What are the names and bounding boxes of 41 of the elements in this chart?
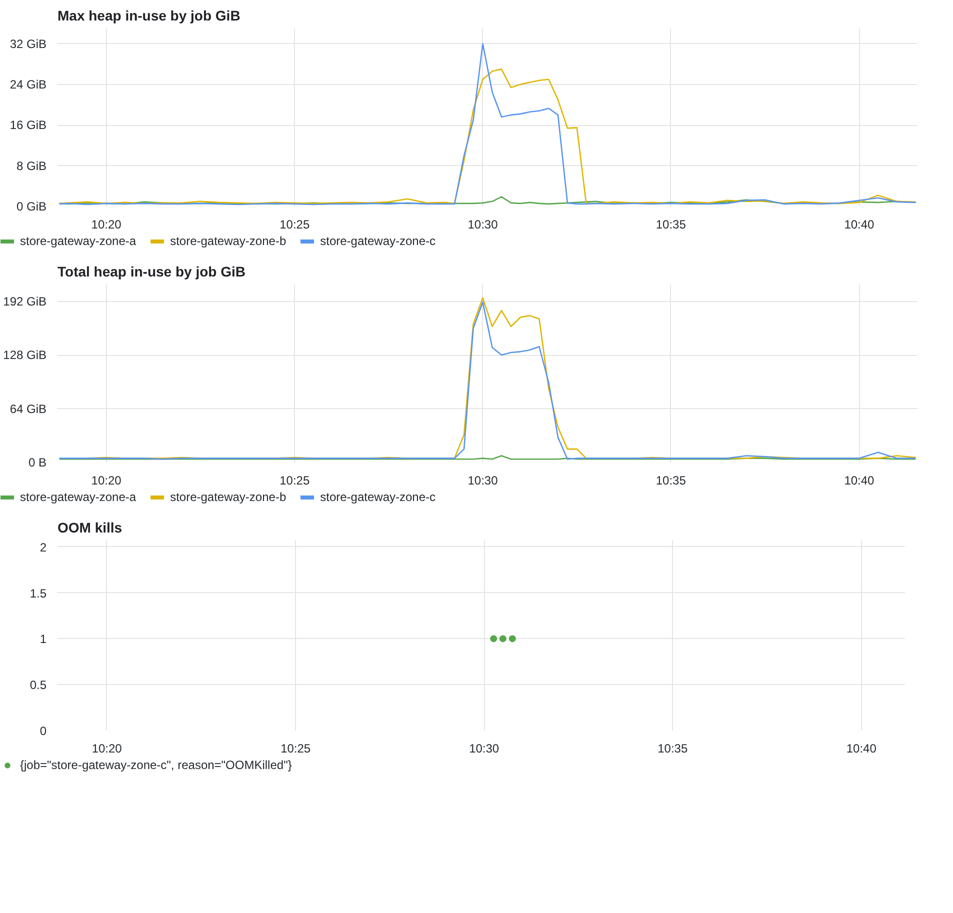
y-tick-label: 1.5	[30, 586, 47, 600]
x-tick-label: 10:20	[91, 218, 122, 232]
x-tick-label: 10:30	[469, 742, 500, 756]
chart-title: Max heap in-use by job GiB	[58, 8, 240, 24]
legend-label: store-gateway-zone-c	[320, 234, 436, 248]
legend-label: store-gateway-zone-c	[320, 490, 436, 504]
x-tick-label: 10:25	[280, 474, 310, 488]
legend-label: {job="store-gateway-zone-c", reason="OOMKilled"}	[20, 758, 292, 772]
legend-label: store-gateway-zone-b	[170, 234, 286, 248]
y-tick-label: 1	[40, 632, 47, 646]
x-tick-label: 10:35	[656, 218, 686, 232]
y-tick-label: 32 GiB	[10, 36, 46, 51]
line-series	[58, 43, 916, 206]
y-tick-label: 192 GiB	[3, 294, 46, 308]
x-tick-label: 10:40	[844, 218, 875, 232]
chart-title: Total heap in-use by job GiB	[58, 264, 246, 280]
x-tick-label: 10:25	[280, 742, 311, 756]
y-tick-label: 8 GiB	[16, 158, 47, 173]
y-tick-label: 2	[40, 540, 47, 554]
legend-label: store-gateway-zone-a	[20, 490, 136, 504]
x-tick-label: 10:40	[844, 474, 875, 488]
x-tick-label: 10:25	[280, 218, 310, 232]
legend-label: store-gateway-zone-b	[170, 490, 286, 504]
y-tick-label: 64 GiB	[10, 402, 46, 416]
x-tick-label: 10:20	[91, 474, 122, 488]
x-tick-label: 10:20	[92, 742, 122, 756]
y-tick-label: 16 GiB	[10, 118, 46, 132]
x-tick-label: 10:35	[656, 474, 686, 488]
line-series	[58, 68, 916, 204]
x-tick-label: 10:40	[846, 742, 877, 756]
y-tick-label: 0 GiB	[16, 200, 47, 214]
y-tick-label: 0	[40, 724, 47, 738]
y-tick-label: 0 B	[28, 456, 47, 470]
y-tick-label: 128 GiB	[3, 348, 46, 362]
x-tick-label: 10:30	[468, 218, 498, 232]
x-tick-label: 10:30	[468, 474, 498, 488]
chart-title: OOM kills	[58, 520, 122, 536]
y-tick-label: 24 GiB	[10, 77, 46, 92]
x-tick-label: 10:35	[658, 742, 688, 756]
y-tick-label: 0.5	[30, 678, 47, 692]
legend-label: store-gateway-zone-a	[20, 234, 136, 248]
